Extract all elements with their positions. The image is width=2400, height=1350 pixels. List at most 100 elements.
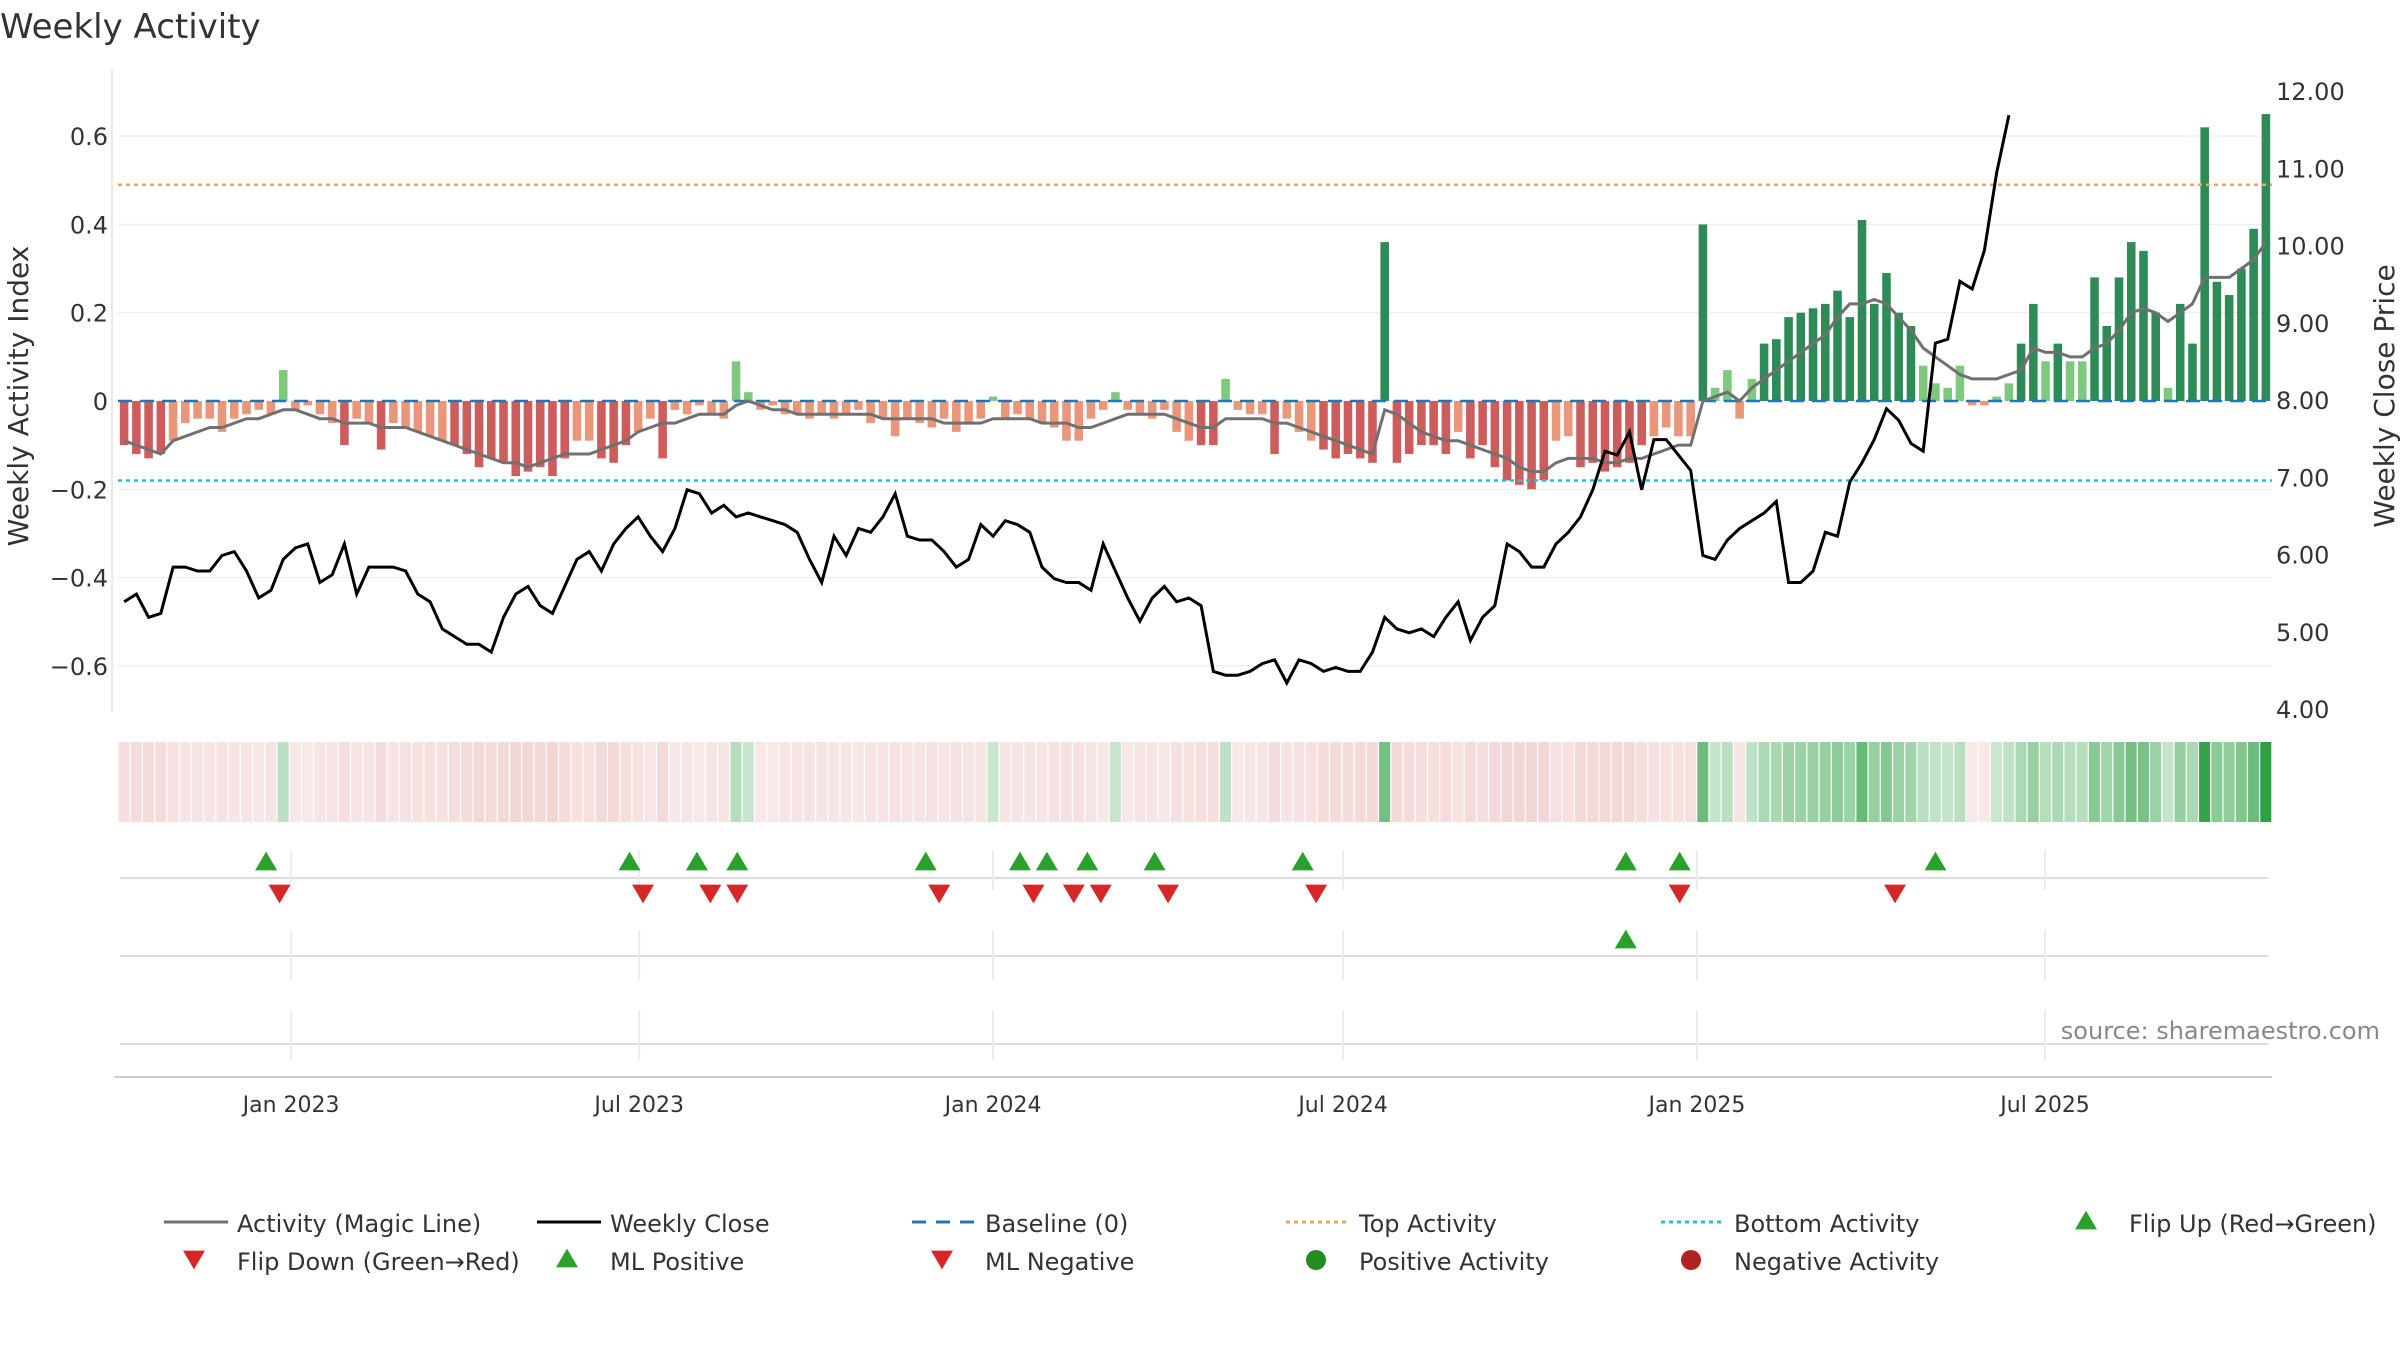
heat-cell (1929, 742, 1941, 822)
activity-bar (474, 401, 484, 468)
activity-bar (1282, 401, 1292, 419)
activity-bar (1649, 401, 1659, 437)
y-left-tick-label: 0.2 (70, 300, 108, 328)
activity-bar (903, 401, 912, 419)
activity-bar (1502, 401, 1512, 481)
heat-cell (1917, 742, 1929, 822)
activity-bar (1869, 303, 1879, 401)
heat-cell (975, 742, 987, 822)
heat-cell (1317, 742, 1329, 822)
heat-cell (1428, 742, 1440, 822)
activity-bar (1588, 401, 1598, 463)
activity-bar (2224, 295, 2234, 401)
legend-label: ML Positive (610, 1248, 744, 1276)
heat-cell (424, 742, 436, 822)
activity-bar (303, 401, 312, 406)
activity-bar (2237, 268, 2246, 401)
heat-cell (559, 742, 571, 822)
flip-up-marker (1008, 851, 1031, 871)
activity-bar (1343, 401, 1353, 454)
heat-cell (1660, 742, 1672, 822)
heat-cell (754, 742, 766, 822)
heat-cell (1550, 742, 1562, 822)
activity-bar (144, 401, 153, 459)
heat-cell (1685, 742, 1697, 822)
legend-label: Flip Down (Green→Red) (237, 1248, 520, 1276)
flip-down-marker (1157, 884, 1180, 904)
activity-bar (1306, 401, 1316, 441)
activity-bar (548, 401, 557, 477)
heat-cell (387, 742, 399, 822)
activity-bar (1368, 401, 1377, 463)
activity-bar (1466, 401, 1475, 459)
heat-cell (583, 742, 595, 822)
activity-bar (1894, 312, 1904, 401)
heat-cell (608, 742, 620, 822)
activity-bar (1918, 365, 1928, 401)
heat-cell (179, 742, 191, 822)
activity-bar (156, 401, 166, 454)
heat-cell (1991, 742, 2003, 822)
heat-cell (2199, 742, 2211, 822)
activity-bar (2053, 343, 2063, 401)
activity-bar (1955, 365, 1965, 401)
heat-cell (2003, 742, 2015, 822)
activity-bar (2016, 343, 2026, 401)
heat-cell (326, 742, 338, 822)
heat-cell (1011, 742, 1023, 822)
heat-cell (889, 742, 901, 822)
flip-up-marker (1291, 851, 1314, 871)
flip-up-marker (1614, 851, 1637, 871)
legend-label: Weekly Close (610, 1210, 770, 1238)
activity-bar (315, 401, 325, 415)
heat-cell (914, 742, 926, 822)
activity-bar (535, 401, 545, 468)
activity-bar (927, 401, 937, 428)
legend-item: Negative Activity (1681, 1248, 1939, 1276)
flip-up-marker (255, 851, 278, 871)
heat-cell (1758, 742, 1770, 822)
activity-bar (229, 401, 239, 419)
activity-bar (584, 401, 594, 441)
legend-label: Activity (Magic Line) (237, 1210, 481, 1238)
heat-cell (412, 742, 424, 822)
heat-cell (1697, 742, 1709, 822)
activity-bar (217, 401, 227, 432)
heat-cell (2015, 742, 2027, 822)
activity-bar (1062, 401, 1071, 441)
heat-cell (2260, 742, 2272, 822)
heat-cell (2186, 742, 2198, 822)
heat-cell (1672, 742, 1684, 822)
heat-cell (987, 742, 999, 822)
heat-cell (155, 742, 167, 822)
activity-bar (1943, 387, 1952, 401)
legend-label: Positive Activity (1359, 1248, 1549, 1276)
activity-bar (768, 401, 778, 406)
x-tick-label: Jul 2024 (1296, 1093, 1388, 1118)
activity-bar (1759, 343, 1769, 401)
activity-bar (1147, 401, 1157, 419)
flip-down-marker (1089, 884, 1112, 904)
heat-cell (852, 742, 864, 822)
activity-bar (242, 401, 251, 415)
heat-cell (803, 742, 815, 822)
heat-cell (1746, 742, 1758, 822)
activity-bar (1723, 370, 1732, 401)
activity-bar (719, 401, 729, 419)
activity-bar (132, 401, 141, 454)
ml-positive-marker (1614, 929, 1637, 949)
heat-cell (1856, 742, 1868, 822)
heat-cell (1244, 742, 1256, 822)
heat-cell (338, 742, 350, 822)
activity-bar (1661, 401, 1671, 428)
heat-cell (191, 742, 203, 822)
heat-cell (363, 742, 375, 822)
heat-cell (1207, 742, 1219, 822)
activity-bar (1049, 401, 1059, 428)
activity-bar (278, 370, 288, 401)
legend-label: ML Negative (985, 1248, 1134, 1276)
flip-down-marker (928, 884, 951, 904)
axis-ticks: 0.6 0.4 0.2 0 −0.2 −0.4 −0.6 12.00 11.00 10.00 9.0… (50, 78, 2345, 1118)
heat-cell (1611, 742, 1623, 822)
heat-cell (1868, 742, 1880, 822)
